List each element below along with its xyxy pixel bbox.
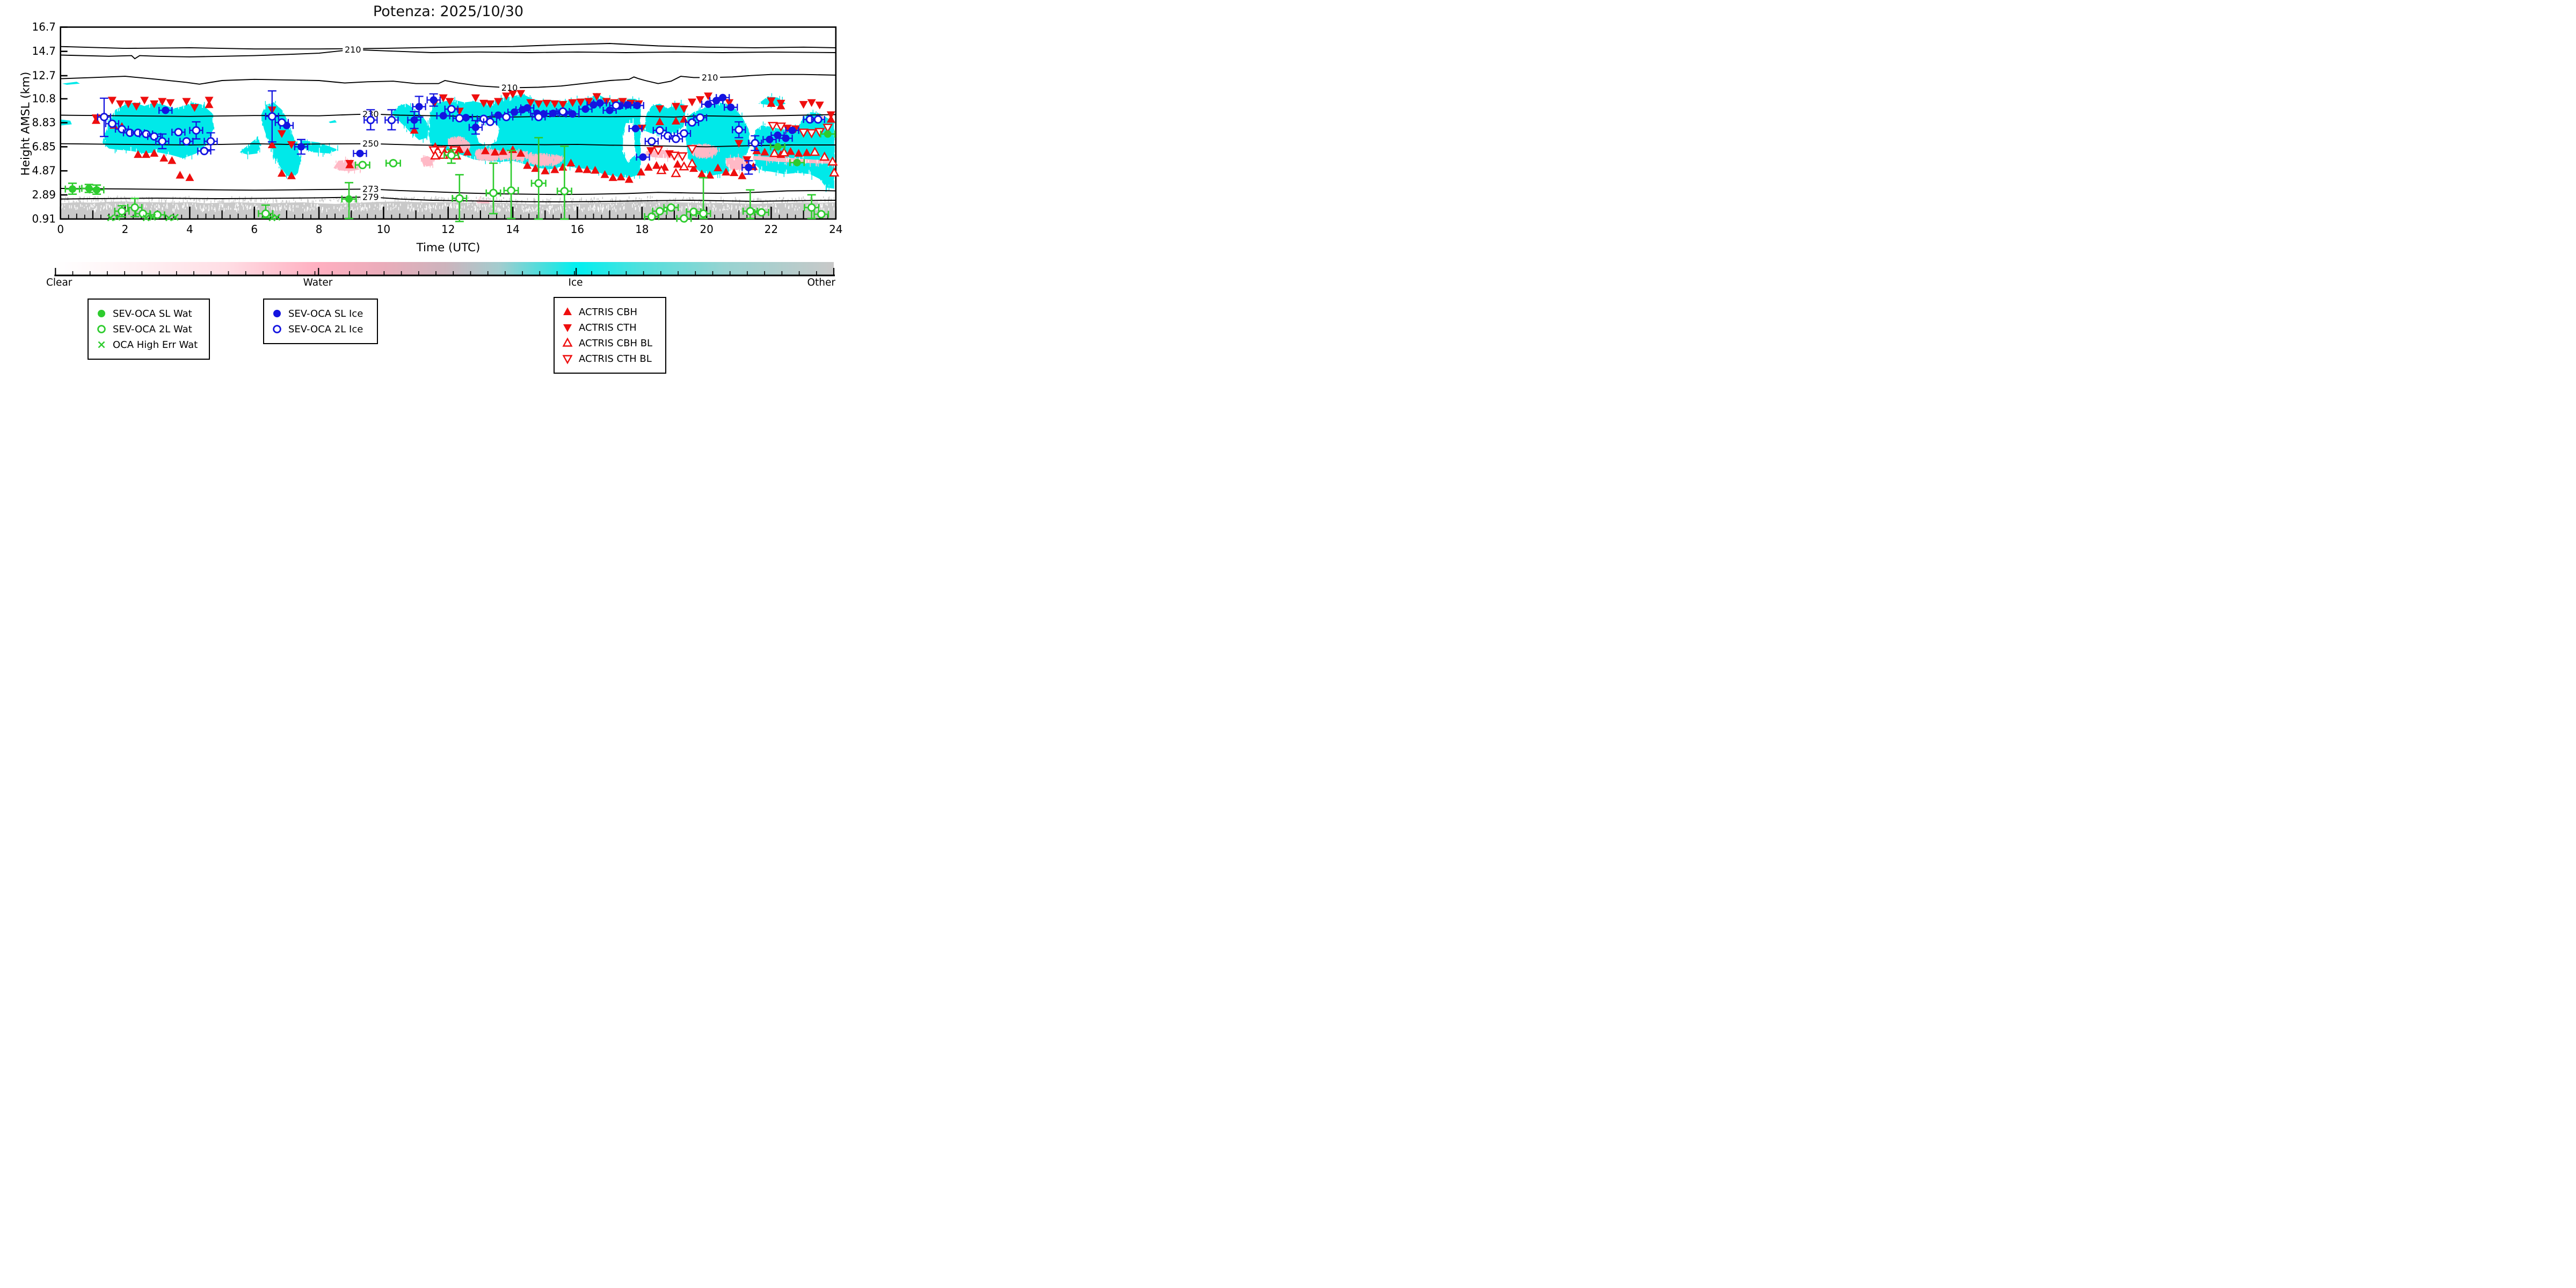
svg-text:273: 273 [362,184,379,194]
svg-text:210: 210 [702,72,718,83]
legend-item: SEV-OCA 2L Wat [95,323,200,335]
x-axis-label: Time (UTC) [416,241,481,254]
svg-text:10: 10 [377,223,390,236]
legend-item: SEV-OCA 2L Ice [271,323,368,335]
svg-text:2: 2 [122,223,129,236]
x-icon [98,341,105,348]
legend-wat: SEV-OCA SL Wat SEV-OCA 2L Wat OCA High Err… [88,299,210,360]
tri-up-icon [563,307,572,315]
svg-text:6: 6 [251,223,258,236]
legend-actris: ACTRIS CBH ACTRIS CTH ACTRIS CBH BL ACTRIS … [554,297,666,374]
colorbar-label-ice: Ice [568,277,583,288]
svg-text:2.89: 2.89 [32,188,56,201]
svg-text:0: 0 [57,223,64,236]
tri-up-open-icon [562,337,573,347]
circle-filled-icon [98,310,105,317]
legend-item-label: SEV-OCA SL Wat [113,308,192,319]
figure: Potenza: 2025/10/30 210 210 210 230 250 273 27… [0,0,858,429]
legend-item: SEV-OCA SL Wat [95,308,200,319]
svg-text:8.83: 8.83 [32,116,56,129]
circle-filled-icon [273,310,281,317]
circle-open-icon [97,325,106,333]
svg-text:210: 210 [345,45,361,55]
svg-text:12: 12 [441,223,455,236]
y-axis-label: Height AMSL (km) [19,71,33,176]
legend-item: ACTRIS CTH BL [561,353,657,365]
svg-text:279: 279 [362,192,379,202]
colorbar-label-other: Other [807,277,835,288]
circle-open-icon [273,325,281,333]
legend-item: ACTRIS CBH BL [561,337,657,349]
legend-item-label: ACTRIS CBH BL [579,337,653,349]
legend-item-label: ACTRIS CBH [579,306,637,318]
legend-item-label: ACTRIS CTH BL [579,353,652,365]
legend-item: OCA High Err Wat [95,339,200,351]
svg-text:4: 4 [186,223,193,236]
svg-text:0.91: 0.91 [32,212,56,225]
svg-text:250: 250 [362,139,379,149]
tri-down-open-icon [562,355,573,365]
colorbar-label-clear: Clear [46,277,72,288]
svg-text:24: 24 [829,223,842,236]
svg-text:16: 16 [571,223,584,236]
svg-text:4.87: 4.87 [32,164,56,177]
legend-item-label: SEV-OCA SL Ice [288,308,363,319]
svg-text:18: 18 [635,223,649,236]
colorbar-label-water: Water [303,277,333,288]
svg-text:8: 8 [316,223,323,236]
svg-text:16.7: 16.7 [32,20,56,33]
legend-item-label: SEV-OCA 2L Ice [288,323,363,335]
tri-down-icon [563,324,572,332]
legend-item-label: SEV-OCA 2L Wat [113,323,192,335]
legend-ice: SEV-OCA SL Ice SEV-OCA 2L Ice [263,299,378,344]
svg-text:210: 210 [501,83,518,93]
legend-item-label: ACTRIS CTH [579,322,637,333]
svg-text:22: 22 [765,223,778,236]
legend-item: SEV-OCA SL Ice [271,308,368,319]
legend-item-label: OCA High Err Wat [113,339,198,351]
svg-text:20: 20 [700,223,713,236]
svg-text:10.8: 10.8 [32,92,56,105]
svg-text:14.7: 14.7 [32,45,56,57]
svg-text:6.85: 6.85 [32,140,56,153]
svg-text:14: 14 [506,223,519,236]
svg-text:12.7: 12.7 [32,69,56,82]
chart-title: Potenza: 2025/10/30 [373,3,524,20]
legend-item: ACTRIS CTH [561,322,657,333]
legend-item: ACTRIS CBH [561,306,657,318]
